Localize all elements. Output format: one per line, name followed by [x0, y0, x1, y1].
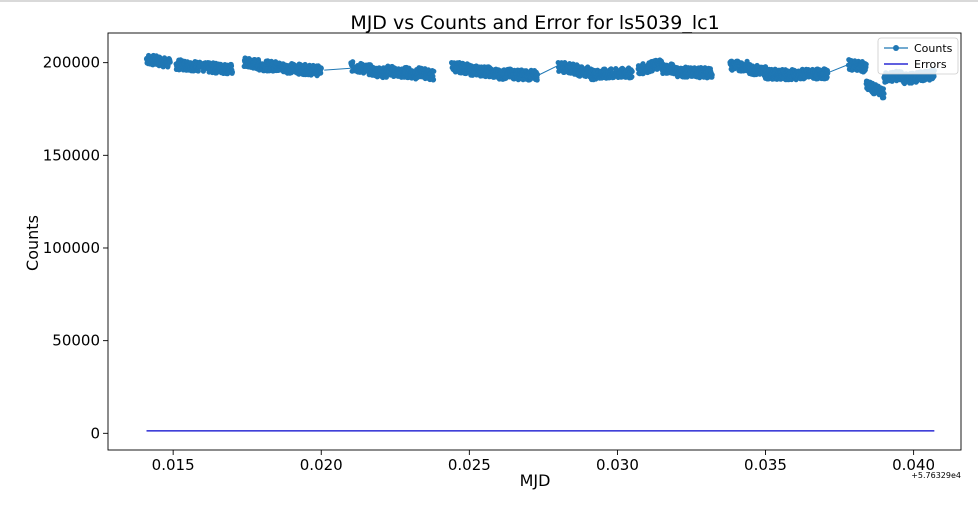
counts-point — [629, 68, 635, 75]
y-axis-label: Counts — [23, 215, 42, 271]
legend-counts-marker — [893, 45, 899, 51]
counts-segment — [277, 60, 324, 79]
counts-point — [430, 77, 437, 83]
counts-point — [629, 74, 635, 80]
counts-segment — [401, 64, 422, 82]
counts-point — [167, 59, 173, 65]
counts-segment — [256, 58, 283, 74]
y-tick-label: 200000 — [43, 54, 100, 72]
counts-segment — [200, 60, 235, 77]
counts-segment — [863, 78, 887, 101]
counts-point — [762, 64, 769, 70]
counts-point — [534, 77, 540, 83]
counts-segment — [143, 52, 173, 70]
counts-point — [534, 71, 541, 78]
counts-segment — [659, 61, 680, 77]
y-axis: 0 50000 100000 150000 200000 — [43, 54, 108, 442]
counts-point — [318, 65, 324, 71]
plot-area — [107, 32, 962, 451]
x-axis-label: MJD — [520, 471, 551, 490]
counts-connector-line — [827, 64, 849, 74]
counts-point — [880, 86, 887, 92]
legend: Counts Errors — [877, 37, 959, 75]
counts-point — [709, 72, 715, 78]
x-axis-offset-label: +5.76329e4 — [911, 471, 961, 480]
x-axis: 0.015 0.020 0.025 0.030 0.035 0.040 — [152, 450, 935, 474]
counts-segment — [173, 57, 203, 74]
counts-segment — [241, 55, 262, 72]
counts-point — [228, 63, 235, 69]
counts-connector-line — [537, 64, 559, 77]
x-tick-label: 0.025 — [448, 456, 491, 474]
x-tick-label: 0.040 — [892, 456, 935, 474]
x-tick-label: 0.035 — [744, 456, 787, 474]
counts-point — [931, 73, 937, 79]
counts-segment — [502, 66, 541, 83]
chart-title: MJD vs Counts and Error for ls5039_lc1 — [350, 12, 719, 34]
y-tick-label: 50000 — [52, 332, 100, 350]
counts-point — [431, 68, 437, 74]
counts-segment — [588, 65, 635, 83]
counts-segment — [783, 66, 831, 83]
counts-point — [863, 61, 869, 67]
counts-point — [350, 59, 356, 65]
counts-point — [197, 59, 203, 65]
y-tick-label: 0 — [90, 424, 100, 442]
counts-point — [881, 95, 887, 101]
counts-segment — [674, 64, 715, 81]
x-tick-label: 0.030 — [596, 456, 639, 474]
counts-point — [881, 91, 887, 97]
y-tick-label: 100000 — [43, 239, 100, 257]
counts-segment — [845, 57, 869, 75]
counts-segment — [727, 58, 751, 74]
counts-segment — [635, 57, 665, 77]
x-tick-label: 0.020 — [300, 456, 343, 474]
counts-connector-line — [324, 67, 351, 71]
counts-point — [824, 74, 830, 80]
window-top-border — [0, 0, 978, 2]
counts-point — [318, 70, 324, 76]
counts-point — [825, 70, 831, 76]
y-tick-label: 150000 — [43, 146, 100, 164]
counts-segment — [416, 65, 437, 83]
counts-point — [302, 61, 308, 68]
x-tick-label: 0.015 — [152, 456, 195, 474]
legend-counts-label: Counts — [914, 42, 953, 55]
legend-errors-label: Errors — [914, 58, 947, 71]
counts-point — [562, 60, 568, 66]
counts-segment — [487, 66, 508, 82]
counts-point — [229, 69, 235, 75]
